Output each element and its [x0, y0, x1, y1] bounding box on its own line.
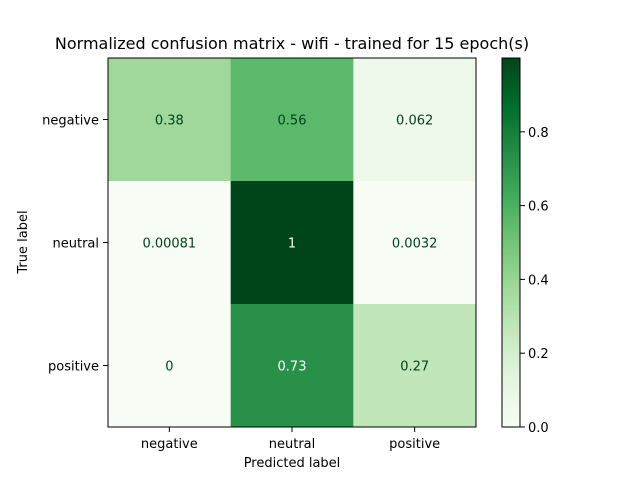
colorbar-tick-label: 0.8 [528, 126, 549, 141]
matrix-cell [108, 181, 232, 305]
colorbar [501, 57, 521, 428]
matrix-cell [108, 304, 232, 428]
matrix-cells [108, 58, 477, 428]
cell-value-label: 0.27 [400, 360, 429, 375]
y-tick-label: negative [42, 114, 99, 129]
matrix-cell [230, 181, 354, 305]
colorbar-tick-label: 0.4 [528, 273, 549, 288]
matrix-cell [353, 304, 477, 428]
y-tick-label: neutral [53, 237, 100, 252]
colorbar-ticks: 0.0 0.2 0.4 0.6 0.8 [520, 126, 549, 436]
x-tick-label: negative [141, 437, 198, 452]
cell-value-label: 0.00081 [142, 237, 196, 252]
colorbar-tick-label: 0.0 [528, 421, 549, 436]
matrix-cell [230, 58, 354, 182]
x-axis-ticks: negative neutral positive [141, 427, 440, 452]
chart-title: Normalized confusion matrix - wifi - tra… [55, 34, 529, 53]
matrix-cell [108, 58, 232, 182]
cell-value-label: 1 [288, 237, 296, 252]
cell-value-label: 0.38 [155, 114, 184, 129]
x-axis-label: Predicted label [244, 456, 341, 471]
cell-value-label: 0 [165, 360, 173, 375]
colorbar-tick-label: 0.6 [528, 200, 549, 215]
colorbar-tick-label: 0.2 [528, 347, 549, 362]
cell-value-label: 0.062 [396, 114, 433, 129]
cell-value-label: 0.0032 [392, 237, 438, 252]
x-tick-label: neutral [269, 437, 316, 452]
cell-value-label: 0.56 [278, 114, 307, 129]
y-tick-label: positive [48, 360, 99, 375]
matrix-cell-labels: 0.38 0.56 0.062 0.00081 1 0.0032 0 0.73 0.27 [142, 114, 437, 375]
cell-value-label: 0.73 [278, 360, 307, 375]
y-axis-ticks: negative neutral positive [42, 114, 108, 375]
x-tick-label: positive [389, 437, 440, 452]
matrix-cell [230, 304, 354, 428]
matrix-cell [353, 58, 477, 182]
y-axis-label: True label [16, 210, 31, 274]
matrix-cell [353, 181, 477, 305]
